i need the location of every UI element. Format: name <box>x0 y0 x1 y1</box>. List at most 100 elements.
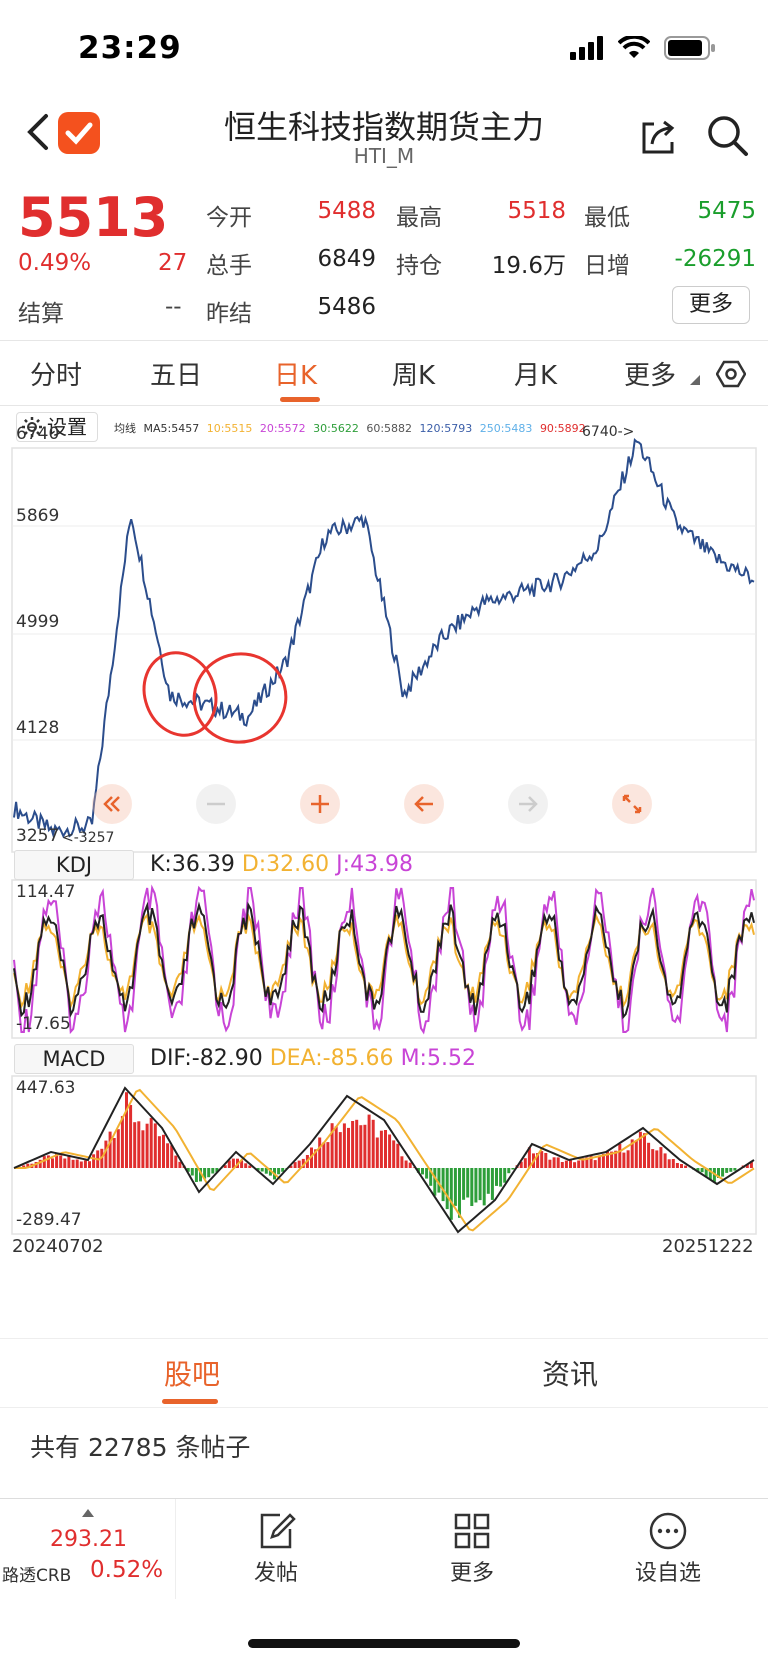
macd-bar <box>301 1158 305 1168</box>
macd-bar <box>441 1168 445 1202</box>
macd-bar <box>289 1165 293 1168</box>
macd-bar <box>83 1160 87 1168</box>
macd-bar <box>256 1168 260 1171</box>
macd-bar <box>293 1162 297 1168</box>
high-value: 5518 <box>507 198 566 224</box>
tab-news[interactable]: 资讯 <box>542 1358 599 1391</box>
macd-bar <box>630 1139 634 1168</box>
macd-bar <box>157 1136 161 1168</box>
macd-bar <box>396 1143 400 1168</box>
macd-bar <box>116 1129 120 1168</box>
macd-bar <box>425 1168 429 1179</box>
page-title: 恒生科技指数期货主力 <box>223 108 544 146</box>
open-interest-value: 19.6万 <box>491 253 566 279</box>
macd-bar <box>663 1153 667 1168</box>
macd-bar <box>651 1149 655 1168</box>
macd-bar <box>622 1152 626 1168</box>
macd-bar <box>643 1133 646 1168</box>
fullscreen-button[interactable] <box>612 784 652 824</box>
macd-bar <box>548 1159 552 1168</box>
macd-label[interactable]: MACD <box>14 1044 134 1074</box>
zoom-in-button[interactable] <box>300 784 340 824</box>
grid-icon <box>454 1513 490 1549</box>
change-percent: 0.49% <box>18 250 92 276</box>
macd-bar <box>334 1126 338 1168</box>
macd-bar <box>458 1168 461 1218</box>
macd-bar <box>606 1151 609 1168</box>
high-label: 最高 <box>396 205 442 231</box>
macd-bar <box>141 1130 145 1168</box>
price-chart[interactable] <box>0 406 768 1324</box>
footer-quote[interactable]: 293.21 路透CRB 0.52% <box>0 1499 176 1599</box>
macd-bar <box>527 1147 531 1168</box>
macd-bar <box>51 1158 54 1168</box>
macd-bar <box>573 1162 577 1168</box>
wifi-icon <box>618 36 650 58</box>
share-icon[interactable] <box>636 114 680 158</box>
open-value: 5488 <box>317 198 376 224</box>
macd-bar <box>322 1142 326 1168</box>
macd-bar <box>326 1142 330 1168</box>
ma-60: 60:5882 <box>366 422 413 435</box>
scroll-start-button[interactable] <box>92 784 132 824</box>
axis-label-2: 5869 <box>16 506 60 526</box>
app-logo <box>58 112 100 154</box>
macd-bar <box>618 1143 622 1168</box>
tab-five-day[interactable]: 五日 <box>150 361 203 391</box>
footer-more-button[interactable]: 更多 <box>422 1507 522 1597</box>
macd-bar <box>79 1161 83 1168</box>
zoom-out-button[interactable] <box>196 784 236 824</box>
macd-bar <box>433 1168 437 1196</box>
macd-bar <box>696 1168 700 1173</box>
ma-5: MA5:5457 <box>143 422 200 435</box>
macd-bar <box>42 1156 46 1168</box>
hexagon-settings-icon[interactable] <box>716 359 746 389</box>
scroll-right-button[interactable] <box>508 784 548 824</box>
post-button[interactable]: 发帖 <box>226 1507 326 1597</box>
macd-bar <box>223 1165 227 1168</box>
ma-title: 均线 <box>114 422 136 435</box>
settle-label: 结算 <box>18 301 64 327</box>
ma-250: 250:5483 <box>479 422 533 435</box>
tab-more[interactable]: 更多 <box>624 361 677 391</box>
prev-settle-label: 昨结 <box>206 301 252 327</box>
add-watchlist-button[interactable]: 设自选 <box>618 1507 718 1597</box>
macd-bar <box>166 1143 170 1168</box>
macd-bar <box>260 1168 264 1172</box>
more-stats-button[interactable]: 更多 <box>672 286 750 324</box>
macd-bar <box>597 1155 601 1168</box>
macd-bar <box>499 1168 503 1187</box>
macd-bar <box>92 1154 96 1168</box>
period-tabs: 分时 五日 日K 周K 月K 更多 <box>0 340 768 406</box>
scroll-left-button[interactable] <box>404 784 444 824</box>
macd-bar <box>495 1168 498 1186</box>
kdj-d: D:32.60 <box>241 852 330 877</box>
search-icon[interactable] <box>704 112 750 158</box>
edit-icon <box>260 1513 296 1549</box>
last-price: 5513 <box>18 186 169 249</box>
open-interest-label: 持仓 <box>396 253 442 279</box>
macd-bar <box>408 1162 412 1168</box>
post-count: 共有 22785 条帖子 <box>30 1433 251 1462</box>
tab-monthly-k[interactable]: 月K <box>514 361 558 391</box>
tab-daily-k[interactable]: 日K <box>274 361 318 391</box>
tab-weekly-k[interactable]: 周K <box>392 361 436 391</box>
up-arrow-icon <box>82 1509 94 1517</box>
macd-bar <box>437 1168 441 1193</box>
macd-bar <box>585 1157 589 1168</box>
macd-bar <box>388 1134 392 1168</box>
macd-bar <box>466 1168 470 1198</box>
macd-bar <box>371 1119 375 1168</box>
tab-intraday[interactable]: 分时 <box>30 361 83 391</box>
back-icon[interactable] <box>20 108 56 156</box>
macd-bar <box>659 1147 663 1168</box>
volume-value: 6849 <box>317 246 376 272</box>
macd-bar <box>667 1159 671 1168</box>
arrow-left-icon <box>414 796 433 812</box>
kdj-label[interactable]: KDJ <box>14 850 134 880</box>
low-label: 最低 <box>584 205 630 231</box>
chart-settings-button[interactable]: 设置 <box>16 412 98 442</box>
tab-forum[interactable]: 股吧 <box>164 1358 221 1391</box>
macd-m: M:5.52 <box>400 1046 476 1071</box>
ma-30: 30:5622 <box>313 422 359 435</box>
